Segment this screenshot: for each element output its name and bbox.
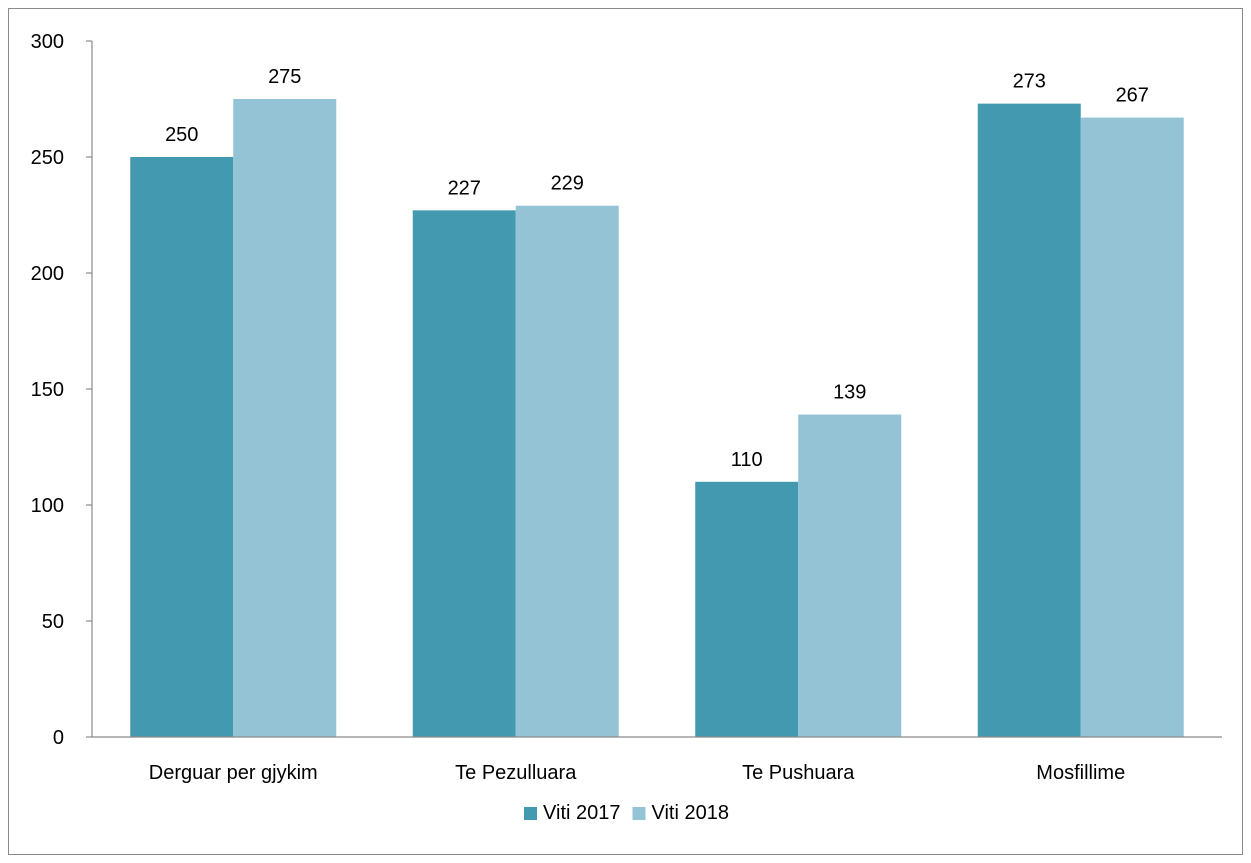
bar: [798, 414, 902, 737]
bar: [412, 210, 516, 738]
data-labels: 250 275 227 229 110 139 273 267: [165, 66, 1149, 471]
bar: [130, 157, 234, 737]
x-category-label: Te Pezulluara: [455, 762, 577, 784]
y-tick-label: 300: [31, 31, 64, 53]
bars: [130, 99, 1184, 738]
y-axis: 0 50 100 150 200 250 300: [31, 31, 93, 749]
y-tick-label: 50: [42, 611, 64, 633]
bar: [1080, 117, 1184, 737]
legend-swatch: [632, 807, 646, 820]
bar: [515, 205, 619, 738]
legend-label: Viti 2017: [543, 802, 620, 824]
legend-swatch: [524, 807, 538, 820]
bar: [233, 99, 337, 737]
x-axis: Derguar per gjykim Te Pezulluara Te Pushua…: [92, 736, 1222, 784]
y-tick-label: 100: [31, 495, 64, 517]
x-category-label: Te Pushuara: [742, 762, 855, 784]
x-category-label: Mosfillime: [1036, 762, 1125, 784]
bar: [695, 481, 799, 737]
bar-chart: 0 50 100 150 200 250 300 250 275 227 229 110 139 273…: [31, 31, 1222, 824]
data-label: 273: [1013, 71, 1046, 93]
data-label: 227: [448, 177, 481, 199]
y-tick-label: 250: [31, 147, 64, 169]
bar: [977, 103, 1081, 737]
data-label: 229: [551, 173, 584, 195]
data-label: 110: [731, 449, 763, 471]
data-label: 250: [165, 124, 198, 146]
legend-label: Viti 2018: [652, 802, 729, 824]
chart-frame: 0 50 100 150 200 250 300 250 275 227 229 110 139 273…: [8, 8, 1243, 855]
x-category-label: Derguar per gjykim: [149, 762, 318, 784]
y-tick-label: 200: [31, 263, 64, 285]
y-tick-label: 150: [31, 379, 64, 401]
data-label: 139: [833, 382, 866, 404]
y-tick-label: 0: [53, 727, 64, 749]
data-label: 267: [1116, 85, 1149, 107]
legend: Viti 2017 Viti 2018: [524, 802, 729, 824]
data-label: 275: [268, 66, 301, 88]
